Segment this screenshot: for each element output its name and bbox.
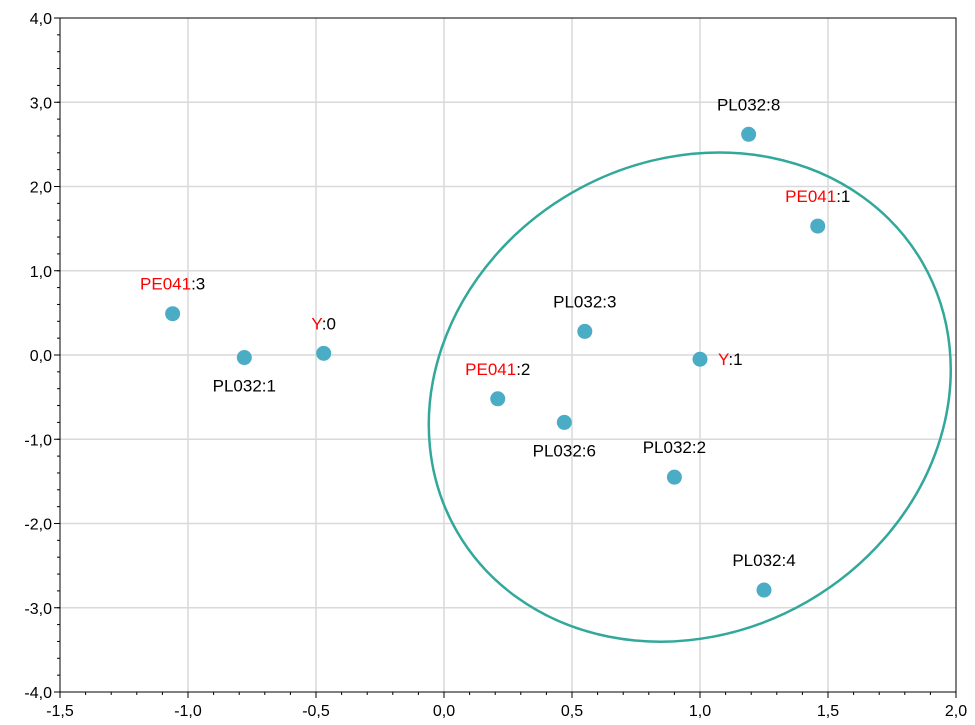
y-tick-label: -1,0 bbox=[24, 432, 52, 449]
y-tick-label: 0,0 bbox=[30, 348, 52, 365]
point-label: PL032:4 bbox=[732, 551, 795, 570]
point-label: PE041:3 bbox=[140, 275, 205, 294]
data-point bbox=[316, 345, 332, 361]
x-tick-label: 0,5 bbox=[561, 703, 583, 720]
point-label: PE041:1 bbox=[785, 187, 850, 206]
point-label: Y:1 bbox=[718, 350, 743, 369]
data-point bbox=[741, 126, 757, 142]
point-label: Y:0 bbox=[311, 314, 336, 333]
data-points bbox=[165, 126, 826, 598]
x-tick-label: 1,5 bbox=[817, 703, 839, 720]
point-label-suffix: :1 bbox=[728, 350, 742, 369]
confidence-ellipse bbox=[427, 151, 952, 643]
point-label: PL032:1 bbox=[213, 377, 276, 396]
data-point bbox=[666, 469, 682, 485]
point-label-suffix: PL032:8 bbox=[717, 95, 780, 114]
x-tick-label: 0,0 bbox=[433, 703, 455, 720]
x-tick-label: -0,5 bbox=[302, 703, 330, 720]
x-tick-label: -1,0 bbox=[174, 703, 202, 720]
point-label: PE041:2 bbox=[465, 360, 530, 379]
point-label-suffix: :0 bbox=[322, 314, 336, 333]
y-tick-label: 4,0 bbox=[30, 11, 52, 28]
point-label-prefix: PE041 bbox=[465, 360, 516, 379]
y-tick-label: 2,0 bbox=[30, 180, 52, 197]
data-point bbox=[490, 391, 506, 407]
data-point bbox=[556, 414, 572, 430]
data-point bbox=[165, 306, 181, 322]
point-label-prefix: Y bbox=[718, 350, 729, 369]
point-label: PL032:2 bbox=[643, 438, 706, 457]
data-point bbox=[236, 350, 252, 366]
data-point bbox=[692, 351, 708, 367]
y-axis-tick-labels: -4,0 -3,0 -2,0 -1,0 0,0 1,0 2,0 3,0 4,0 bbox=[24, 11, 52, 702]
y-tick-label: 1,0 bbox=[30, 264, 52, 281]
data-point bbox=[810, 218, 826, 234]
data-point bbox=[756, 582, 772, 598]
point-label-suffix: :2 bbox=[516, 360, 530, 379]
point-label-prefix: Y bbox=[311, 314, 322, 333]
point-label-prefix: PE041 bbox=[140, 275, 191, 294]
point-label-suffix: :3 bbox=[191, 275, 205, 294]
y-tick-label: 3,0 bbox=[30, 95, 52, 112]
point-label-prefix: PE041 bbox=[785, 187, 836, 206]
x-axis-tick-labels: -1,5 -1,0 -0,5 0,0 0,5 1,0 1,5 2,0 bbox=[46, 703, 967, 720]
point-label-suffix: PL032:2 bbox=[643, 438, 706, 457]
point-label-suffix: PL032:6 bbox=[533, 441, 596, 460]
point-label: PL032:6 bbox=[533, 441, 596, 460]
x-tick-label: 1,0 bbox=[689, 703, 711, 720]
x-tick-label: 2,0 bbox=[945, 703, 967, 720]
confidence-ellipse-group bbox=[427, 151, 952, 643]
point-label-suffix: PL032:1 bbox=[213, 377, 276, 396]
point-label: PL032:3 bbox=[553, 292, 616, 311]
axis-ticks bbox=[54, 17, 957, 698]
y-tick-label: -4,0 bbox=[24, 685, 52, 702]
x-tick-label: -1,5 bbox=[46, 703, 74, 720]
data-point bbox=[577, 323, 593, 339]
y-tick-label: -3,0 bbox=[24, 601, 52, 618]
point-label-suffix: PL032:3 bbox=[553, 292, 616, 311]
point-labels: PE041:3PL032:1Y:0PE041:2PL032:6PL032:3Y:… bbox=[140, 95, 850, 570]
point-label: PL032:8 bbox=[717, 95, 780, 114]
point-label-suffix: :1 bbox=[836, 187, 850, 206]
point-label-suffix: PL032:4 bbox=[732, 551, 795, 570]
y-tick-label: -2,0 bbox=[24, 517, 52, 534]
